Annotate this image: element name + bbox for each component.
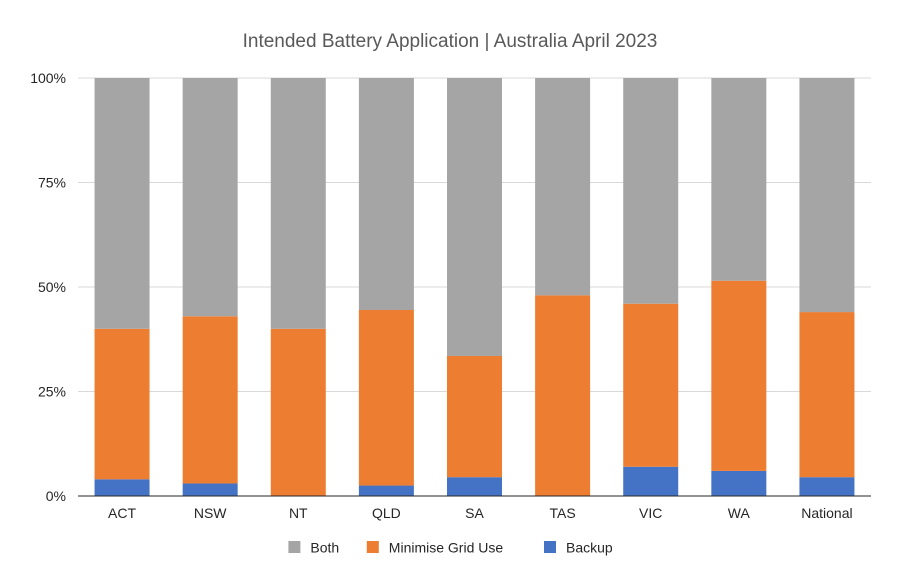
legend: Both Minimise Grid Use Backup <box>288 540 613 556</box>
y-tick-label: 100% <box>30 70 66 86</box>
bar-segment <box>182 483 238 496</box>
legend-label: Minimise Grid Use <box>389 540 504 556</box>
bar-segment <box>94 479 150 496</box>
bar-segment <box>447 477 502 496</box>
legend-swatch <box>366 541 379 553</box>
x-tick-label: NSW <box>194 505 227 521</box>
bar-segment <box>711 470 767 496</box>
y-tick-label: 75% <box>38 175 66 191</box>
bar-segment <box>358 485 414 496</box>
x-tick-label: SA <box>465 505 484 521</box>
x-tick-label: NT <box>289 505 308 521</box>
x-tick-label: National <box>801 505 852 521</box>
y-tick-label: 25% <box>38 384 66 400</box>
bar-segment <box>535 295 591 496</box>
axes: 0% 25% 50% 75% 100% ACT NSW NT QLD SA TAS VIC WA Nati… <box>30 70 871 521</box>
bar-segment <box>799 477 855 496</box>
bar-segment <box>94 78 150 329</box>
bar-segment <box>799 78 855 313</box>
x-tick-label: TAS <box>550 505 576 521</box>
bar-segment <box>799 312 855 478</box>
bar-segment <box>182 78 238 317</box>
bar-segment <box>711 78 767 281</box>
bar-segment <box>270 78 326 329</box>
bar-segment <box>535 78 591 296</box>
bar-segment <box>623 78 679 304</box>
chart-title: Intended Battery Application | Australia… <box>243 31 658 52</box>
bar-segment <box>358 78 414 310</box>
x-tick-label: WA <box>728 505 751 521</box>
bar-segment <box>358 309 414 486</box>
legend-swatch <box>288 541 301 553</box>
x-tick-label: QLD <box>372 505 401 521</box>
bar-segment <box>447 355 502 478</box>
bar-segment <box>711 280 767 471</box>
legend-label: Backup <box>566 540 613 556</box>
bar-segment <box>623 303 679 467</box>
y-tick-label: 0% <box>46 488 66 504</box>
legend-label: Both <box>310 540 339 556</box>
legend-swatch <box>544 541 556 553</box>
bar-segment <box>623 466 679 496</box>
y-tick-label: 50% <box>38 279 66 295</box>
x-tick-label: ACT <box>108 505 136 521</box>
bar-segment <box>447 78 502 356</box>
bar-segment <box>94 328 150 480</box>
bars <box>94 78 855 496</box>
x-tick-label: VIC <box>639 505 662 521</box>
bar-segment <box>182 316 238 484</box>
bar-segment <box>270 328 326 496</box>
